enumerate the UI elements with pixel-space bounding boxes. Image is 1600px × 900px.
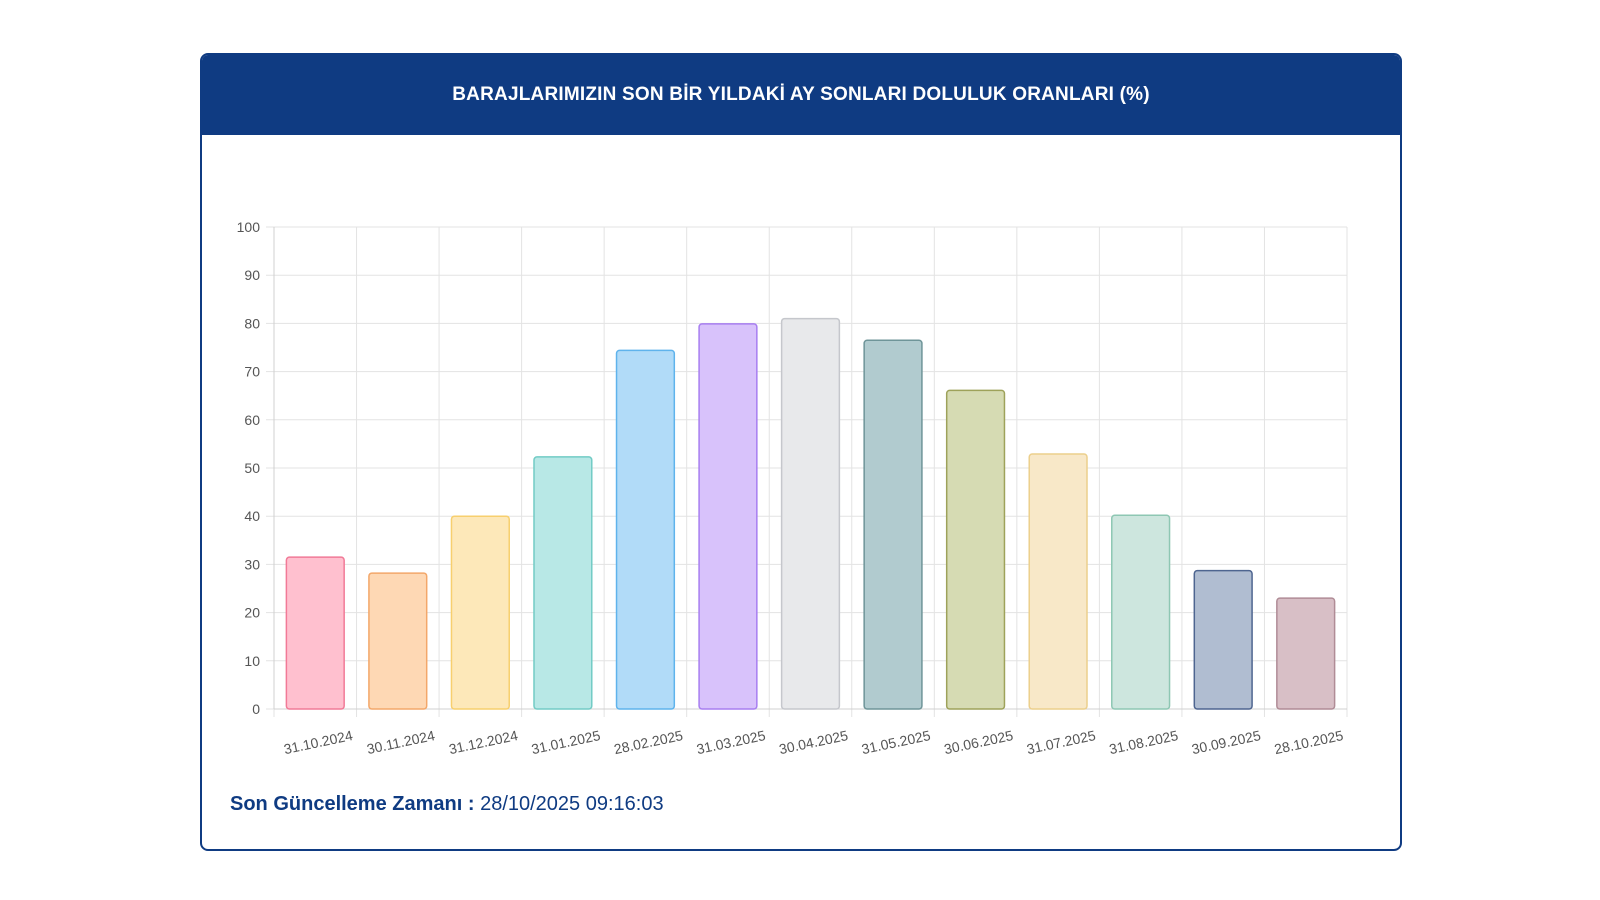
y-tick-label: 20 <box>244 605 260 621</box>
last-update: Son Güncelleme Zamanı : 28/10/2025 09:16… <box>230 793 664 816</box>
bar-31.08.2025[interactable] <box>1111 514 1171 710</box>
bar-31.01.2025[interactable] <box>533 456 593 710</box>
x-tick-label: 30.11.2024 <box>365 727 436 757</box>
x-tick-label: 30.09.2025 <box>1190 727 1262 757</box>
x-tick-label: 30.04.2025 <box>778 727 850 757</box>
y-tick-label: 90 <box>244 267 260 283</box>
y-tick-label: 50 <box>244 460 260 476</box>
x-axis-ticks: 31.10.2024 30.11.2024 31.12.2024 31.01.2025… <box>282 727 1345 757</box>
bars <box>285 317 1336 710</box>
bar-30.11.2024[interactable] <box>368 572 428 710</box>
bar-30.04.2025[interactable] <box>780 317 841 710</box>
y-tick-label: 0 <box>252 701 260 717</box>
x-tick-label: 31.08.2025 <box>1108 727 1180 757</box>
x-tick-label: 31.01.2025 <box>530 727 602 757</box>
y-tick-label: 100 <box>237 219 261 235</box>
bar-31.07.2025[interactable] <box>1028 453 1088 710</box>
y-tick-label: 30 <box>244 556 260 572</box>
bar-31.03.2025[interactable] <box>698 323 758 710</box>
chart-card: BARAJLARIMIZIN SON BİR YILDAKİ AY SONLAR… <box>200 53 1402 851</box>
last-update-value: 28/10/2025 09:16:03 <box>480 793 664 815</box>
last-update-label: Son Güncelleme Zamanı : <box>230 793 475 815</box>
bar-chart: 0 10 20 30 40 50 60 70 80 90 100 31.10.2024 30.11.2… <box>237 219 1348 757</box>
x-tick-label: 31.10.2024 <box>282 727 354 757</box>
bar-31.12.2024[interactable] <box>450 515 510 710</box>
x-tick-label: 31.05.2025 <box>860 727 932 757</box>
y-axis-ticks: 0 10 20 30 40 50 60 70 80 90 100 <box>237 219 261 717</box>
grid <box>266 226 1348 717</box>
x-tick-label: 28.02.2025 <box>612 727 684 757</box>
x-tick-label: 30.06.2025 <box>943 727 1015 757</box>
bar-30.06.2025[interactable] <box>945 389 1006 710</box>
bar-28.10.2025[interactable] <box>1276 597 1336 710</box>
x-tick-label: 31.07.2025 <box>1025 727 1097 757</box>
bar-31.10.2024[interactable] <box>285 556 345 710</box>
chart-title: BARAJLARIMIZIN SON BİR YILDAKİ AY SONLAR… <box>202 55 1400 135</box>
y-tick-label: 80 <box>244 315 260 331</box>
bar-28.02.2025[interactable] <box>615 349 676 710</box>
y-tick-label: 70 <box>244 364 260 380</box>
x-tick-label: 28.10.2025 <box>1273 727 1345 757</box>
x-tick-label: 31.03.2025 <box>695 727 767 757</box>
x-tick-label: 31.12.2024 <box>447 727 519 757</box>
chart-area: 0 10 20 30 40 50 60 70 80 90 100 31.10.2024 30.11.2… <box>202 135 1400 775</box>
bar-30.09.2025[interactable] <box>1193 569 1253 710</box>
y-tick-label: 10 <box>244 653 260 669</box>
bar-31.05.2025[interactable] <box>863 339 923 710</box>
y-tick-label: 60 <box>244 412 260 428</box>
y-tick-label: 40 <box>244 508 260 524</box>
